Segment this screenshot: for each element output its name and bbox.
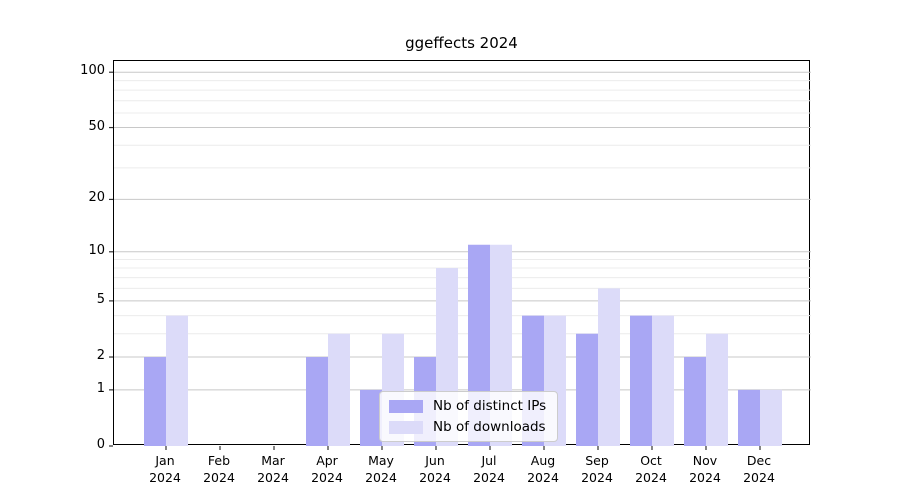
x-tick-year: 2024 [149, 470, 181, 485]
x-tick-month: Dec [746, 453, 772, 468]
y-tick-label-20: 20 [88, 190, 105, 206]
x-tick-label-nov: Nov 2024 [673, 452, 737, 486]
x-tick-month: May [368, 453, 394, 468]
bar-distinct-ips-may [360, 389, 382, 446]
x-tick-year: 2024 [527, 470, 559, 485]
x-tick-year: 2024 [365, 470, 397, 485]
bar-distinct-ips-dec [738, 389, 760, 446]
x-tick-label-mar: Mar 2024 [241, 452, 305, 486]
x-tick-year: 2024 [689, 470, 721, 485]
y-tick-label-10: 10 [88, 242, 105, 258]
y-tick-label-2: 2 [96, 348, 105, 364]
legend-row-downloads: Nb of downloads [389, 419, 546, 435]
x-tick-year: 2024 [311, 470, 343, 485]
x-tick-year: 2024 [473, 470, 505, 485]
x-tick-month: Nov [692, 453, 718, 468]
x-tick-month: Jun [425, 453, 445, 468]
y-tick-label-50: 50 [88, 118, 105, 134]
x-tick-year: 2024 [419, 470, 451, 485]
x-tick-label-jun: Jun 2024 [403, 452, 467, 486]
x-tick-month: Mar [261, 453, 285, 468]
x-tick-year: 2024 [581, 470, 613, 485]
bar-distinct-ips-jan [144, 357, 166, 446]
x-tick-month: Jan [155, 453, 175, 468]
x-tick-label-feb: Feb 2024 [187, 452, 251, 486]
x-tick-label-apr: Apr 2024 [295, 452, 359, 486]
x-tick-label-may: May 2024 [349, 452, 413, 486]
x-tick-month: Feb [207, 453, 231, 468]
x-tick-month: Apr [316, 453, 338, 468]
bar-downloads-sep [598, 288, 620, 446]
x-tick-year: 2024 [743, 470, 775, 485]
bar-downloads-jan [166, 315, 188, 446]
bar-distinct-ips-nov [684, 357, 706, 446]
bar-distinct-ips-sep [576, 333, 598, 446]
x-tick-year: 2024 [257, 470, 289, 485]
chart-title: ggeffects 2024 [405, 34, 518, 52]
x-tick-month: Oct [640, 453, 662, 468]
legend-row-distinct-ips: Nb of distinct IPs [389, 398, 546, 414]
x-tick-month: Jul [481, 453, 497, 468]
legend-swatch-distinct-ips-icon [389, 399, 423, 413]
plot-area: Nb of distinct IPs Nb of downloads [109, 60, 811, 450]
y-tick-label-0: 0 [96, 437, 105, 452]
bar-downloads-dec [760, 389, 782, 446]
x-tick-label-jul: Jul 2024 [457, 452, 521, 486]
bar-downloads-nov [706, 333, 728, 446]
legend-swatch-downloads-icon [389, 420, 423, 434]
x-tick-label-aug: Aug 2024 [511, 452, 575, 486]
x-tick-month: Aug [530, 453, 556, 468]
x-tick-label-sep: Sep 2024 [565, 452, 629, 486]
x-tick-year: 2024 [635, 470, 667, 485]
y-tick-label-1: 1 [96, 380, 105, 396]
x-tick-year: 2024 [203, 470, 235, 485]
bar-downloads-apr [328, 333, 350, 446]
x-tick-label-jan: Jan 2024 [133, 452, 197, 486]
x-tick-label-oct: Oct 2024 [619, 452, 683, 486]
legend-label-distinct-ips: Nb of distinct IPs [433, 398, 547, 414]
x-tick-month: Sep [585, 453, 609, 468]
x-tick-label-dec: Dec 2024 [727, 452, 791, 486]
legend: Nb of distinct IPs Nb of downloads [379, 391, 559, 442]
bars-canvas [109, 71, 811, 450]
bar-downloads-oct [652, 315, 674, 446]
bar-distinct-ips-apr [306, 357, 328, 446]
y-tick-label-5: 5 [96, 291, 105, 307]
y-tick-label-100: 100 [80, 63, 105, 79]
legend-label-downloads: Nb of downloads [433, 419, 546, 435]
bar-distinct-ips-oct [630, 315, 652, 446]
